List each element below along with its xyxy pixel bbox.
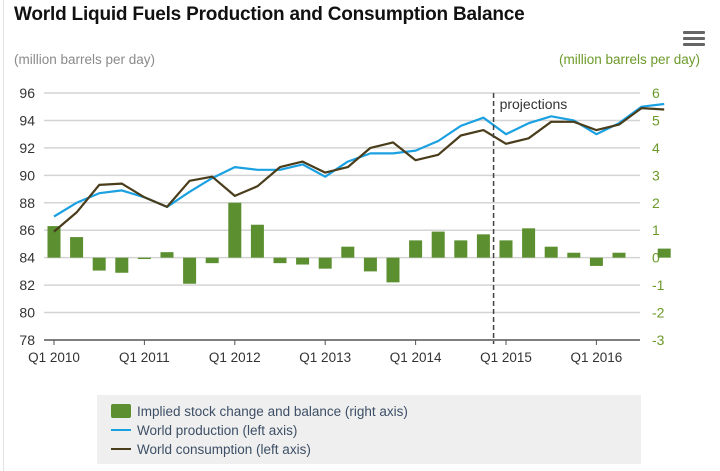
right-y-axis: 6 5 4 3 2 1 0 -1 -2 -3 [652,85,665,348]
left-y-tick-label: 86 [19,222,35,238]
gridlines [44,92,640,314]
hamburger-menu-icon[interactable] [683,31,705,47]
left-y-tick-label: 94 [19,112,35,128]
balance-bar [183,257,197,284]
legend-label: World consumption (left axis) [137,441,311,457]
right-y-tick-label: 2 [652,195,660,211]
x-tick-label: Q1 2013 [299,350,351,365]
balance-bar [115,257,129,273]
balance-bar [612,252,626,258]
left-y-tick-label: 78 [19,332,35,348]
balance-bar [92,257,106,271]
x-tick-label: Q1 2014 [390,350,442,365]
balance-bar [341,246,355,258]
legend-item-consumption[interactable]: World consumption (left axis) [111,441,311,457]
balance-bar [318,257,332,269]
balance-bar [47,226,61,258]
balance-bar [476,234,490,258]
balance-bar [454,240,468,258]
balance-bar [522,228,536,258]
balance-bar [499,240,513,258]
legend: Implied stock change and balance (right … [97,395,641,464]
x-tick-label: Q1 2012 [209,350,261,365]
right-y-tick-label: 6 [652,85,660,101]
right-y-tick-label: -3 [652,332,665,348]
left-y-tick-label: 80 [19,305,35,321]
balance-bar [70,237,84,258]
legend-label: World production (left axis) [137,422,298,438]
balance-bar [137,257,151,260]
x-tick-label: Q1 2010 [28,350,80,365]
balance-bar [409,240,423,258]
left-y-tick-label: 88 [19,195,35,211]
balance-bar [160,252,174,258]
legend-swatch-bar [111,404,131,418]
balance-bar [228,202,242,258]
balance-bar [273,257,287,264]
projection-label: projections [500,96,568,112]
menu-bar [683,37,705,40]
left-axis-unit-label: (million barrels per day) [14,52,156,67]
left-y-tick-label: 96 [19,85,35,101]
legend-item-balance[interactable]: Implied stock change and balance (right … [111,403,408,419]
menu-bar [683,43,705,46]
x-tick-label: Q1 2015 [480,350,532,365]
legend-item-production[interactable]: World production (left axis) [111,422,297,438]
right-y-tick-label: 1 [652,222,660,238]
balance-bar [296,257,310,265]
balance-bar [567,252,581,258]
menu-bar [683,31,705,34]
balance-bar [386,257,400,283]
x-axis: Q1 2010 Q1 2011 Q1 2012 Q1 2013 Q1 2014 Q1 20… [28,339,640,365]
series-lines [53,102,665,233]
legend-label: Implied stock change and balance (right … [137,403,408,419]
balance-bars [47,202,671,284]
consumption-line [53,106,665,233]
legend-swatch-line [111,429,131,431]
legend-swatch-line [111,448,131,450]
balance-bar [544,246,558,258]
right-axis-unit-label: (million barrels per day) [558,52,700,67]
balance-bar [589,257,603,266]
right-y-tick-label: 0 [652,250,660,266]
right-y-tick-label: -2 [652,305,665,321]
x-tick-label: Q1 2011 [119,350,170,365]
left-y-axis: 96 94 92 90 88 86 84 82 80 78 [19,85,35,348]
projection-label-background [496,95,577,115]
chart-title: World Liquid Fuels Production and Consum… [14,4,525,25]
right-y-tick-label: 4 [652,140,660,156]
right-y-tick-label: 5 [652,112,660,128]
balance-bar [250,224,264,258]
left-y-tick-label: 90 [19,167,35,183]
left-y-tick-label: 84 [19,250,35,266]
balance-bar [657,248,671,258]
balance-bar [431,231,445,258]
left-y-tick-label: 82 [19,277,35,293]
balance-bar [205,257,219,264]
projection-marker: projections [492,93,577,344]
x-tick-label: Q1 2016 [571,350,623,365]
chart-container [3,0,720,471]
right-y-tick-label: -1 [652,277,665,293]
right-y-tick-label: 3 [652,167,660,183]
balance-bar [363,257,377,272]
left-y-tick-label: 92 [19,140,35,156]
